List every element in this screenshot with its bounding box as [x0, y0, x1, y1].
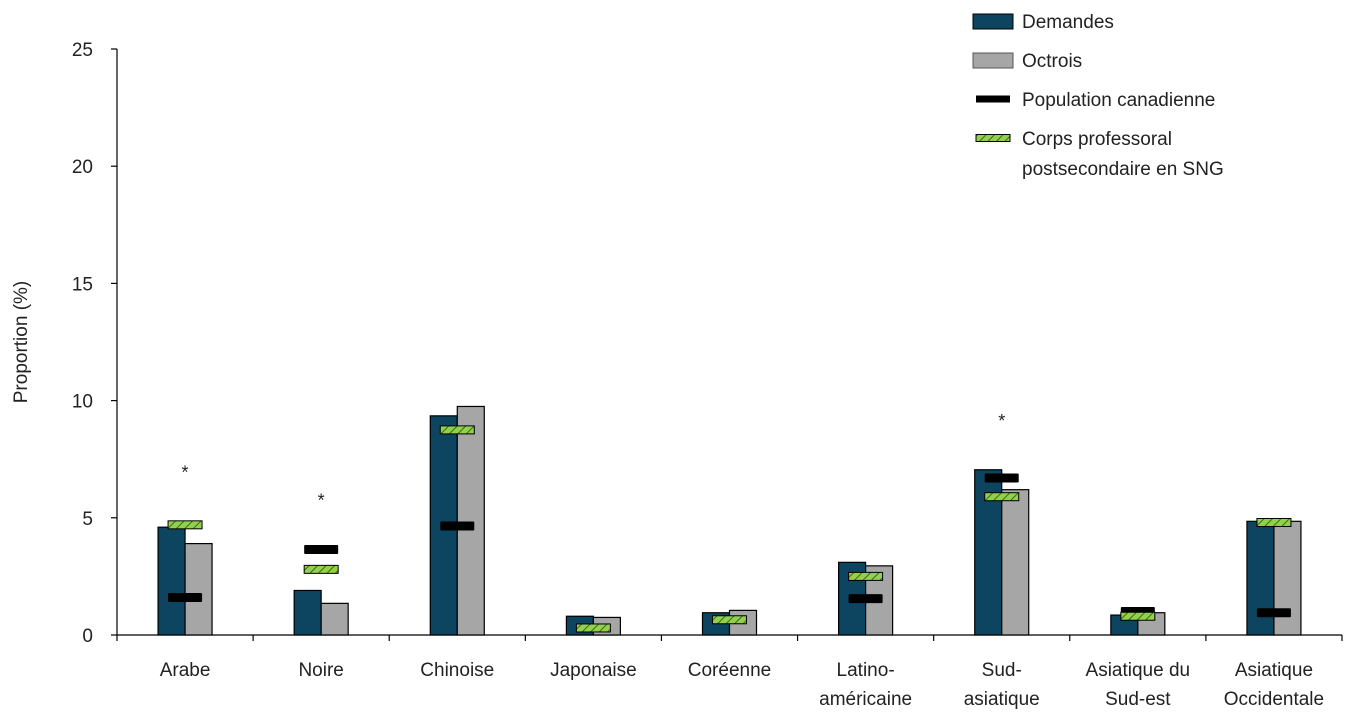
legend-swatch-population [976, 95, 1010, 103]
marker-corps-professoral [439, 425, 475, 435]
x-category-label: Arabe [160, 660, 211, 681]
marker-corps-professoral [848, 571, 884, 581]
marker-population-canadienne [168, 592, 203, 602]
x-category-label-line: Chinoise [420, 660, 494, 681]
marker-population-canadienne [304, 544, 339, 554]
x-category-label-line: Coréenne [688, 660, 771, 681]
marker-population-canadienne [984, 473, 1019, 483]
x-category-label: Sud-asiatique [964, 660, 1040, 710]
marker-corps-professoral [575, 623, 611, 633]
x-category-label: Latino-américaine [819, 660, 912, 710]
y-tick-label: 25 [72, 40, 93, 61]
marker-corps-professoral [984, 492, 1020, 502]
bar-octrois [1273, 520, 1302, 636]
axes: 0 5 10 15 20 25 Proportion (%) Arabe Noire Chinoi… [11, 40, 1343, 710]
legend-label-line: Octrois [1022, 51, 1082, 72]
bar-demandes [157, 526, 186, 636]
marker-population-canadienne [440, 521, 475, 531]
marker-corps-professoral [1120, 611, 1156, 621]
legend-label: Corps professoral postsecondaire en SNG [1022, 129, 1224, 180]
marker-population-canadienne [1256, 608, 1291, 618]
x-category-label: Asiatique Occidentale [1224, 660, 1324, 710]
legend-label-line: Demandes [1022, 12, 1114, 33]
marker-corps-professoral [1256, 517, 1292, 527]
x-category-label: Chinoise [420, 660, 494, 681]
legend-swatch-octrois [972, 52, 1014, 69]
legend: Demandes Octrois Population canadienne Corp… [972, 12, 1224, 180]
bars [157, 405, 1302, 636]
x-category-label-line: Sud-est [1105, 689, 1171, 710]
x-category-label-line: américaine [819, 689, 912, 710]
x-category-label-line: Japonaise [550, 660, 637, 681]
y-tick-label: 20 [72, 157, 93, 178]
legend-swatch-corps [975, 134, 1011, 142]
marker-corps-professoral [167, 520, 203, 530]
x-category-label-line: Arabe [160, 660, 211, 681]
legend-label-line: Corps professoral [1022, 129, 1172, 150]
x-category-label: Coréenne [688, 660, 771, 681]
x-category-label-line: Sud- [982, 660, 1022, 681]
y-axis-title: Proportion (%) [11, 281, 32, 404]
legend-label: Demandes [1022, 12, 1114, 33]
bar-octrois [456, 405, 485, 636]
bar-octrois [1001, 489, 1030, 636]
bar-octrois [320, 602, 349, 636]
y-tick-label: 5 [82, 509, 93, 530]
marker-corps-professoral [712, 615, 747, 625]
legend-swatch-demandes [972, 13, 1014, 30]
legend-label: Population canadienne [1022, 90, 1215, 111]
x-category-label-line: Latino- [837, 660, 895, 681]
bar-demandes [1246, 520, 1275, 636]
legend-label-line: Population canadienne [1022, 90, 1215, 111]
marker-corps-professoral [303, 564, 339, 574]
bar-demandes [293, 589, 322, 636]
markers [167, 425, 1292, 633]
y-tick-label: 15 [72, 274, 93, 295]
x-category-label-line: Occidentale [1224, 689, 1324, 710]
y-tick-label: 0 [82, 626, 93, 647]
significance-asterisk: * [318, 491, 325, 511]
x-category-label-line: Asiatique [1235, 660, 1313, 681]
x-category-label-line: Noire [298, 660, 343, 681]
significance-asterisk: * [998, 411, 1005, 431]
marker-population-canadienne [848, 594, 883, 604]
x-category-label: Noire [298, 660, 343, 681]
significance-asterisk: * [182, 463, 189, 483]
y-tick-label: 10 [72, 392, 93, 413]
bar-octrois [184, 542, 213, 636]
x-category-label-line: asiatique [964, 689, 1040, 710]
annotations: * * * [182, 411, 1006, 511]
x-category-label-line: Asiatique du [1086, 660, 1191, 681]
x-category-label: Japonaise [550, 660, 637, 681]
legend-label-line: postsecondaire en SNG [1022, 159, 1224, 180]
legend-label: Octrois [1022, 51, 1082, 72]
x-category-label: Asiatique du Sud-est [1086, 660, 1191, 710]
